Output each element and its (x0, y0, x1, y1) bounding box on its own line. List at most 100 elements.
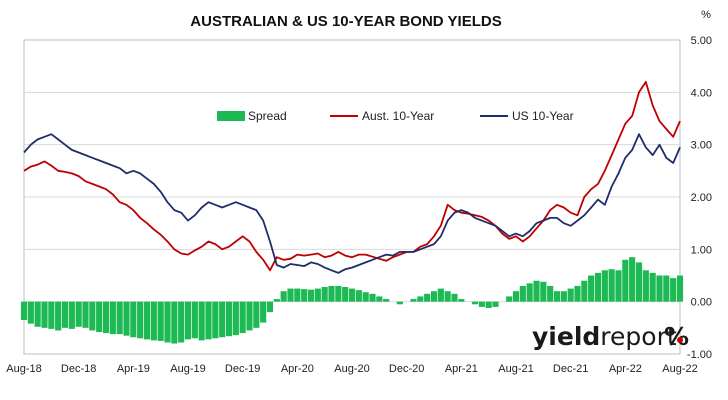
y-axis-ticks: 5.00 4.00 3.00 2.00 1.00 0.00 -1.00 (687, 35, 712, 361)
x-tick-label: Apr-22 (609, 363, 642, 375)
legend-label-aust: Aust. 10-Year (362, 109, 434, 123)
y-tick-label: 1.00 (691, 244, 712, 256)
chart-title: AUSTRALIAN & US 10-YEAR BOND YIELDS (190, 13, 501, 30)
spread-bar (109, 301, 116, 335)
legend: Spread Aust. 10-Year US 10-Year (217, 109, 574, 123)
spread-bar (102, 301, 110, 334)
spread-bar (219, 301, 226, 338)
x-axis-ticks: Aug-18 Dec-18 Apr-19 Aug-19 Dec-19 Apr-20 Aug-… (6, 363, 697, 375)
spread-bar (116, 301, 123, 335)
spread-bar (588, 275, 595, 302)
y-tick-label: 0.00 (691, 297, 712, 309)
x-tick-label: Aug-19 (170, 363, 205, 375)
spread-bar (451, 293, 458, 302)
spread-bar (615, 270, 622, 302)
spread-bar (27, 301, 34, 324)
legend-label-spread: Spread (248, 109, 287, 123)
x-tick-label: Dec-19 (225, 363, 260, 375)
spread-bar (553, 291, 561, 302)
x-tick-label: Apr-20 (281, 363, 314, 375)
y-tick-label: 3.00 (691, 140, 712, 152)
spread-bar (642, 270, 649, 302)
spread-bar (294, 288, 301, 302)
y-unit-label: % (701, 9, 711, 21)
legend-label-us: US 10-Year (512, 109, 574, 123)
spread-bar (89, 301, 96, 331)
spread-bar (656, 275, 663, 302)
spread-bar (164, 301, 171, 343)
spread-bar (253, 301, 260, 328)
x-tick-label: Apr-19 (117, 363, 150, 375)
spread-bar (280, 291, 287, 302)
spread-bar (130, 301, 137, 338)
logo-text-accent: report (600, 322, 677, 351)
spread-bar (526, 283, 533, 302)
spread-bar (273, 299, 280, 302)
spread-bar (437, 288, 444, 302)
spread-bar (410, 299, 417, 302)
spread-bar (676, 275, 684, 302)
spread-bar (34, 301, 41, 327)
spread-bar (232, 301, 239, 336)
logo-percent-symbol: % (664, 322, 689, 351)
x-tick-label: Aug-22 (662, 363, 697, 375)
spread-bar (212, 301, 219, 339)
spread-bar (355, 290, 362, 302)
spread-bar (239, 301, 246, 334)
spread-bar (75, 301, 82, 327)
y-tick-label: -1.00 (687, 349, 712, 361)
y-tick-label: 5.00 (691, 35, 712, 47)
y-tick-label: 4.00 (691, 87, 712, 99)
spread-bar (171, 301, 178, 344)
spread-bar (178, 301, 185, 343)
spread-bar (567, 288, 574, 302)
spread-bar (328, 285, 335, 302)
us-10y-line (23, 133, 681, 274)
aust-10y-line (23, 81, 681, 272)
logo-wordmark: yieldreport (532, 322, 677, 351)
spread-bar (540, 281, 547, 302)
spread-bar (533, 280, 540, 302)
spread-bar (342, 287, 349, 302)
spread-bar (492, 301, 499, 307)
spread-bar (143, 301, 151, 340)
spread-bar (478, 301, 485, 307)
spread-bar (150, 301, 157, 341)
x-tick-label: Apr-21 (445, 363, 478, 375)
spread-bar (314, 288, 321, 302)
spread-bar (629, 257, 636, 302)
spread-bar (547, 285, 554, 302)
spread-bar (184, 301, 192, 340)
x-tick-label: Aug-20 (334, 363, 369, 375)
spread-bar (622, 259, 629, 302)
spread-bar (48, 301, 55, 329)
spread-bar (635, 262, 643, 302)
spread-bar (348, 288, 356, 302)
spread-bar (68, 301, 75, 329)
spread-bar (485, 301, 492, 308)
spread-bar (594, 272, 602, 302)
yield-lines (23, 81, 681, 274)
spread-bar (396, 301, 403, 305)
spread-bar (225, 301, 233, 337)
spread-bar (96, 301, 103, 333)
spread-bar (424, 293, 431, 302)
x-tick-label: Dec-20 (389, 363, 424, 375)
spread-bar (41, 301, 48, 328)
spread-bar (506, 296, 513, 302)
spread-bar (444, 291, 451, 302)
legend-swatch-spread (217, 111, 245, 121)
logo-red-dot (677, 337, 683, 343)
x-tick-label: Aug-18 (6, 363, 41, 375)
spread-bar (82, 301, 89, 328)
spread-bar (301, 289, 308, 302)
spread-bar (574, 285, 581, 302)
spread-bar (601, 270, 608, 302)
spread-bar (61, 301, 69, 328)
spread-bar (260, 301, 267, 323)
spread-bar (157, 301, 164, 341)
spread-bar (307, 289, 315, 302)
spread-bar (608, 269, 615, 302)
spread-bar (205, 301, 212, 340)
